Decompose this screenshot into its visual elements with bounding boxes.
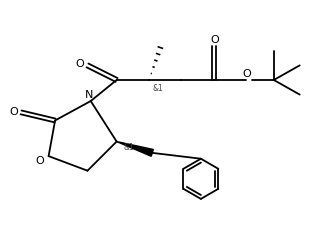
Text: O: O [242, 68, 251, 79]
Text: O: O [75, 59, 84, 68]
Text: O: O [9, 106, 18, 116]
Polygon shape [117, 142, 153, 157]
Text: O: O [210, 35, 219, 45]
Text: &1: &1 [153, 83, 164, 92]
Text: N: N [85, 90, 93, 99]
Text: &1: &1 [123, 142, 134, 151]
Text: O: O [35, 155, 44, 165]
